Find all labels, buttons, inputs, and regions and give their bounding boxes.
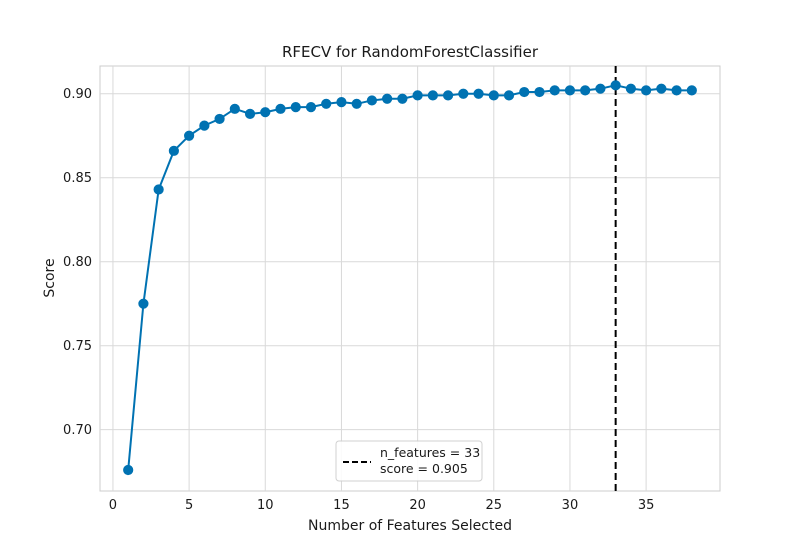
score-point [336,97,347,108]
score-point [458,88,469,99]
y-tick-label: 0.70 [63,423,92,438]
score-point [686,85,697,96]
score-point [519,86,530,98]
plot-area [99,65,721,492]
score-point [199,120,210,131]
x-tick-label: 10 [257,498,274,513]
score-point [427,90,438,101]
score-point [366,95,378,106]
x-axis-label: Number of Features Selected [308,518,512,534]
score-point [656,83,667,94]
x-tick-label: 30 [562,498,579,513]
grid [100,66,720,491]
score-point [184,130,195,141]
y-tick-label: 0.90 [63,87,92,102]
score-point [610,80,621,91]
score-point [442,90,454,101]
score-point [397,93,408,104]
score-point [138,298,149,309]
score-point [305,102,317,113]
score-point [321,98,332,109]
x-tick-label: 5 [185,498,193,513]
series-layer [123,80,697,476]
y-tick-label: 0.85 [63,171,92,186]
score-point [153,184,164,195]
score-point [290,102,301,113]
score-point [473,88,484,99]
legend-box [335,440,483,482]
x-tick-label: 20 [409,498,426,513]
legend-label-score: score = 0.905 [380,461,468,476]
tick-labels: 0 5 10 15 20 25 30 35 0.70 0.75 0.80 0.85 0.90 [63,87,654,513]
score-point [595,83,606,94]
y-axis-label: Score [42,258,58,297]
score-point [534,86,545,98]
score-point [580,85,591,96]
score-point [412,90,423,101]
y-tick-label: 0.80 [63,255,92,270]
score-point [244,108,256,119]
score-point [671,85,682,96]
score-point [625,83,636,94]
score-point [549,85,560,96]
score-point [123,464,134,476]
score-point [564,85,576,96]
score-point [488,90,499,101]
legend: n_features = 33 score = 0.905 [335,440,483,482]
legend-label-n-features: n_features = 33 [380,445,480,460]
score-point [214,113,225,125]
score-point [260,107,271,118]
score-point [382,93,393,104]
x-tick-label: 35 [638,498,655,513]
y-tick-label: 0.75 [63,339,92,354]
chart-title: RFECV for RandomForestClassifier [282,43,539,61]
x-tick-label: 15 [333,498,350,513]
score-point [229,103,240,114]
x-tick-label: 0 [109,498,117,513]
score-point [351,98,362,109]
score-point [503,90,515,101]
x-tick-label: 25 [486,498,503,513]
score-point [641,85,652,96]
score-point [275,103,286,114]
score-point [168,145,179,156]
